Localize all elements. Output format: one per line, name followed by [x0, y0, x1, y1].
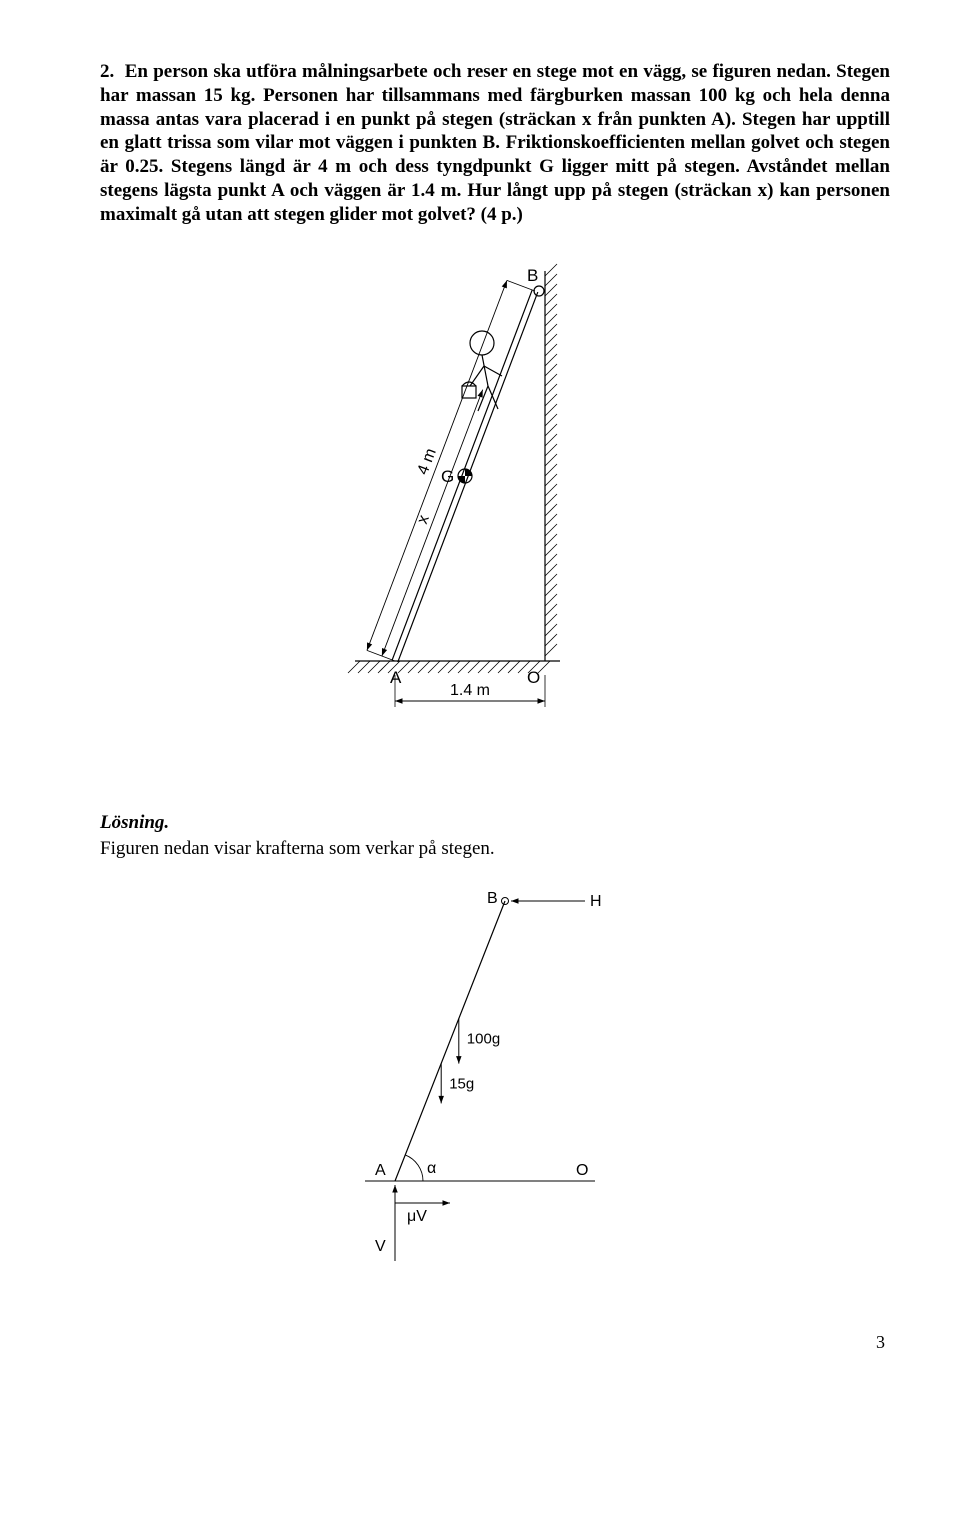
figure-1-svg: BGAO4 mx1.4 m — [315, 261, 675, 751]
svg-text:100g: 100g — [467, 1030, 500, 1047]
figure-2-wrap: H B 100g 15g A Oα μV V — [100, 881, 890, 1281]
svg-text:V: V — [375, 1238, 386, 1255]
figure-2-svg: H B 100g 15g A Oα μV V — [345, 881, 645, 1281]
problem-text: 2.En person ska utföra målningsarbete oc… — [100, 60, 890, 226]
solution-text: Figuren nedan visar krafterna som verkar… — [100, 837, 890, 861]
solution-heading: Lösning. — [100, 811, 890, 835]
svg-text:1.4 m: 1.4 m — [450, 682, 490, 699]
svg-text:α: α — [427, 1160, 436, 1177]
svg-text:x: x — [414, 513, 433, 526]
svg-text:4 m: 4 m — [414, 446, 439, 477]
problem-body: En person ska utföra målningsarbete och … — [100, 61, 890, 225]
svg-text:B: B — [527, 266, 538, 285]
svg-text:A: A — [375, 1162, 386, 1179]
page-number: 3 — [100, 1331, 890, 1354]
svg-text:O: O — [576, 1162, 588, 1179]
svg-text:B: B — [487, 890, 498, 907]
svg-text:15g: 15g — [449, 1075, 474, 1092]
svg-text:μV: μV — [407, 1208, 427, 1225]
svg-text:A: A — [390, 668, 402, 687]
svg-text:O: O — [527, 668, 540, 687]
figure-1-wrap: BGAO4 mx1.4 m — [100, 261, 890, 751]
svg-text:H: H — [590, 893, 602, 910]
problem-number: 2. — [100, 60, 125, 84]
